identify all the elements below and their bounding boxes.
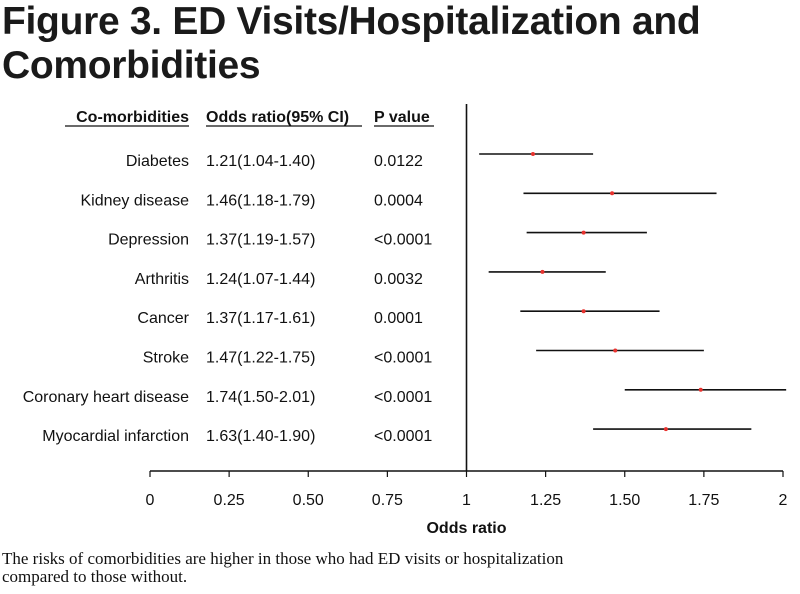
column-header-1: Co-morbidities [76,109,189,126]
point-estimate [663,427,668,432]
x-tick-label: 1 [462,492,471,509]
point-estimate [613,348,618,353]
caption-line-2: compared to those without. [2,567,188,586]
x-tick-label: 0.25 [214,492,245,509]
point-estimate [581,230,586,235]
row-odds-ratio-ci: 1.37(1.19-1.57) [206,232,315,249]
column-header-3: P value [374,109,430,126]
row-p-value: <0.0001 [374,232,432,249]
row-odds-ratio-ci: 1.21(1.04-1.40) [206,153,315,170]
row-odds-ratio-ci: 1.46(1.18-1.79) [206,192,315,209]
x-axis-label: Odds ratio [426,520,506,537]
row-label: Arthritis [135,271,189,288]
point-estimate [610,191,615,196]
row-p-value: <0.0001 [374,350,432,367]
row-label: Depression [108,232,189,249]
figure-caption: The risks of comorbidities are higher in… [2,550,792,586]
row-odds-ratio-ci: 1.47(1.22-1.75) [206,350,315,367]
x-tick-label: 2 [779,492,788,509]
row-p-value: 0.0004 [374,192,423,209]
row-label: Diabetes [126,153,189,170]
row-p-value: 0.0122 [374,153,423,170]
row-label: Myocardial infarction [42,428,189,445]
row-label: Coronary heart disease [23,389,189,406]
column-header-2: Odds ratio(95% CI) [206,109,349,126]
x-tick-label: 0.50 [293,492,324,509]
row-odds-ratio-ci: 1.24(1.07-1.44) [206,271,315,288]
row-p-value: 0.0001 [374,310,423,327]
row-odds-ratio-ci: 1.63(1.40-1.90) [206,428,315,445]
row-label: Kidney disease [80,192,189,209]
x-tick-label: 0.75 [372,492,403,509]
row-p-value: 0.0032 [374,271,423,288]
title-line-1: Figure 3. ED Visits/Hospitalization and [2,0,701,43]
point-estimate [581,309,586,314]
x-tick-label: 1.50 [609,492,640,509]
x-tick-label: 0 [146,492,155,509]
point-estimate [530,152,535,156]
x-tick-label: 1.25 [530,492,561,509]
point-estimate [540,269,545,274]
row-label: Stroke [143,350,189,367]
figure-title: Figure 3. ED Visits/Hospitalization and … [2,0,798,88]
row-p-value: <0.0001 [374,389,432,406]
row-label: Cancer [137,310,189,327]
point-estimate [698,387,703,392]
row-odds-ratio-ci: 1.74(1.50-2.01) [206,389,315,406]
x-tick-label: 1.75 [688,492,719,509]
row-p-value: <0.0001 [374,428,432,445]
title-line-2: Comorbidities [2,44,261,87]
caption-line-1: The risks of comorbidities are higher in… [2,549,564,568]
row-odds-ratio-ci: 1.37(1.17-1.61) [206,310,315,327]
